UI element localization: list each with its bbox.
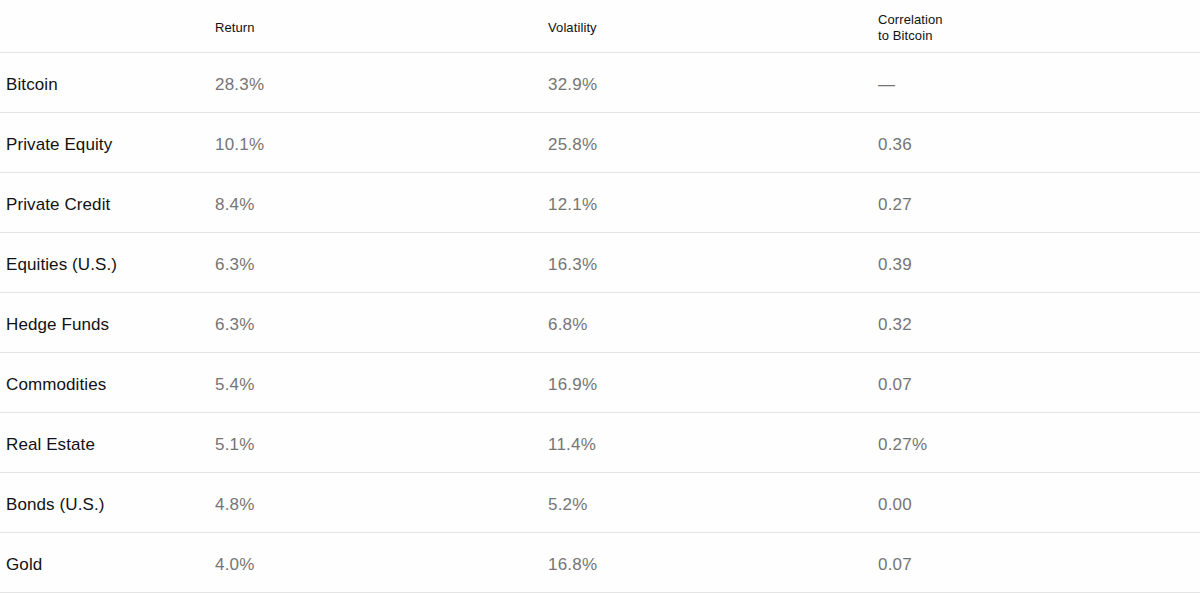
volatility-value: 12.1% xyxy=(548,190,878,215)
return-value: 4.0% xyxy=(215,550,548,575)
row-label: Gold xyxy=(0,550,215,575)
return-value: 8.4% xyxy=(215,190,548,215)
return-value: 5.1% xyxy=(215,430,548,455)
row-label: Private Credit xyxy=(0,190,215,215)
table-header-row: Return Volatility Correlation to Bitcoin xyxy=(0,0,1200,53)
table-row: Gold4.0%16.8%0.07 xyxy=(0,533,1200,593)
volatility-value: 6.8% xyxy=(548,310,878,335)
table-row: Bitcoin28.3%32.9%— xyxy=(0,53,1200,113)
page: Return Volatility Correlation to Bitcoin… xyxy=(0,0,1200,593)
return-value: 4.8% xyxy=(215,490,548,515)
header-volatility: Volatility xyxy=(548,17,878,36)
return-value: 10.1% xyxy=(215,130,548,155)
row-label: Commodities xyxy=(0,370,215,395)
correlation-value: — xyxy=(878,70,1200,95)
volatility-value: 32.9% xyxy=(548,70,878,95)
row-label: Private Equity xyxy=(0,130,215,155)
row-label: Bonds (U.S.) xyxy=(0,490,215,515)
correlation-value: 0.36 xyxy=(878,130,1200,155)
header-asset xyxy=(0,25,215,28)
correlation-value: 0.07 xyxy=(878,550,1200,575)
row-label: Bitcoin xyxy=(0,70,215,95)
row-label: Equities (U.S.) xyxy=(0,250,215,275)
correlation-value: 0.00 xyxy=(878,490,1200,515)
row-label: Hedge Funds xyxy=(0,310,215,335)
header-return: Return xyxy=(215,17,548,36)
table-row: Real Estate5.1%11.4%0.27% xyxy=(0,413,1200,473)
return-value: 5.4% xyxy=(215,370,548,395)
return-value: 6.3% xyxy=(215,310,548,335)
correlation-value: 0.27 xyxy=(878,190,1200,215)
table-row: Private Credit8.4%12.1%0.27 xyxy=(0,173,1200,233)
table-row: Equities (U.S.)6.3%16.3%0.39 xyxy=(0,233,1200,293)
table-row: Private Equity10.1%25.8%0.36 xyxy=(0,113,1200,173)
volatility-value: 16.3% xyxy=(548,250,878,275)
asset-comparison-table: Return Volatility Correlation to Bitcoin… xyxy=(0,0,1200,593)
row-label: Real Estate xyxy=(0,430,215,455)
correlation-value: 0.39 xyxy=(878,250,1200,275)
volatility-value: 11.4% xyxy=(548,430,878,455)
return-value: 28.3% xyxy=(215,70,548,95)
volatility-value: 5.2% xyxy=(548,490,878,515)
table-body: Bitcoin28.3%32.9%—Private Equity10.1%25.… xyxy=(0,53,1200,593)
volatility-value: 25.8% xyxy=(548,130,878,155)
return-value: 6.3% xyxy=(215,250,548,275)
header-correlation-to-bitcoin: Correlation to Bitcoin xyxy=(878,9,1200,44)
table-row: Commodities5.4%16.9%0.07 xyxy=(0,353,1200,413)
table-row: Hedge Funds6.3%6.8%0.32 xyxy=(0,293,1200,353)
correlation-value: 0.32 xyxy=(878,310,1200,335)
volatility-value: 16.9% xyxy=(548,370,878,395)
table-row: Bonds (U.S.)4.8%5.2%0.00 xyxy=(0,473,1200,533)
volatility-value: 16.8% xyxy=(548,550,878,575)
correlation-value: 0.07 xyxy=(878,370,1200,395)
correlation-value: 0.27% xyxy=(878,430,1200,455)
